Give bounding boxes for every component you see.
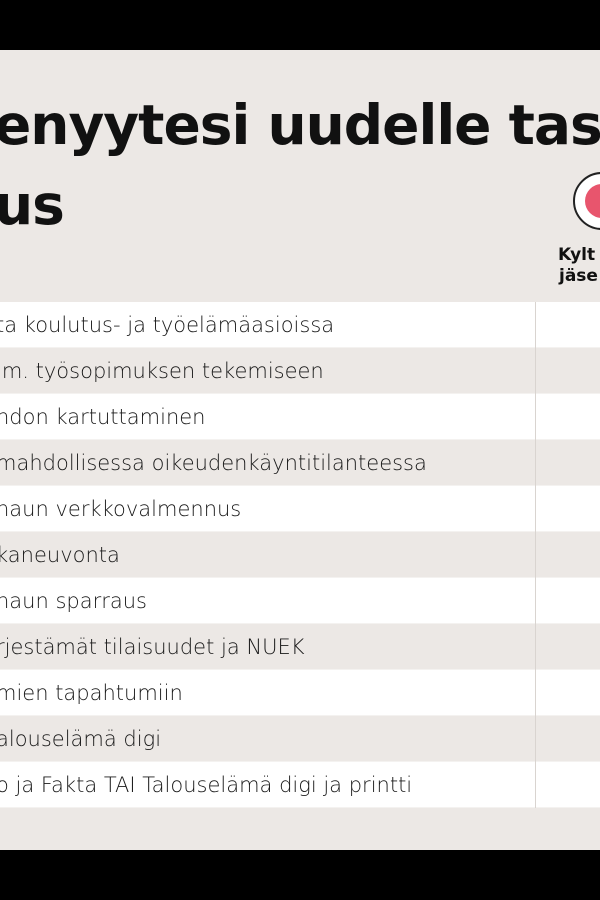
row-label: mahdollisessa oikeudenkäyntitilanteessa	[0, 451, 427, 475]
benefits-table: ta koulutus- ja työelämäasioissa im. työs…	[0, 302, 600, 808]
row-label: alouselämä digi	[0, 727, 162, 751]
table-row: ndon kartuttaminen	[0, 394, 600, 440]
table-row: ta koulutus- ja työelämäasioissa	[0, 302, 600, 348]
table-cell	[535, 394, 600, 440]
page-title-line-1: enyytesi uudelle tasol	[0, 93, 600, 157]
table-row: alouselämä digi	[0, 716, 600, 762]
table-row: mien tapahtumiin	[0, 670, 600, 716]
table-row: im. työsopimuksen tekemiseen	[0, 348, 600, 394]
table-cell	[535, 578, 600, 624]
column-header-line-1: Kylt	[558, 245, 596, 265]
row-label: haun sparraus	[0, 589, 147, 613]
table-cell	[535, 532, 600, 578]
table-cell	[535, 440, 600, 486]
row-label: ta koulutus- ja työelämäasioissa	[0, 313, 335, 337]
benefits-panel: enyytesi uudelle tasol us Kylt jäse ta k…	[0, 50, 600, 850]
table-row: haun verkkovalmennus	[0, 486, 600, 532]
row-label: haun verkkovalmennus	[0, 497, 242, 521]
row-label: mien tapahtumiin	[0, 681, 183, 705]
membership-badge-icon	[573, 172, 600, 230]
page-title-line-2: us	[0, 173, 65, 237]
column-header: Kylt jäse	[558, 245, 600, 287]
badge-fill	[585, 184, 600, 218]
row-label: kaneuvonta	[0, 543, 120, 567]
table-cell	[535, 762, 600, 808]
table-cell	[535, 716, 600, 762]
table-row: haun sparraus	[0, 578, 600, 624]
table-cell	[535, 302, 600, 348]
column-header-line-2: jäse	[559, 266, 598, 286]
table-row: mahdollisessa oikeudenkäyntitilanteessa	[0, 440, 600, 486]
table-cell	[535, 486, 600, 532]
row-label: rjestämät tilaisuudet ja NUEK	[0, 635, 305, 659]
row-label: o ja Fakta TAI Talouselämä digi ja print…	[0, 773, 413, 797]
table-cell	[535, 670, 600, 716]
table-cell	[535, 624, 600, 670]
table-row: rjestämät tilaisuudet ja NUEK	[0, 624, 600, 670]
table-row: o ja Fakta TAI Talouselämä digi ja print…	[0, 762, 600, 808]
table-cell	[535, 348, 600, 394]
row-label: im. työsopimuksen tekemiseen	[0, 359, 324, 383]
table-row: kaneuvonta	[0, 532, 600, 578]
row-label: ndon kartuttaminen	[0, 405, 206, 429]
